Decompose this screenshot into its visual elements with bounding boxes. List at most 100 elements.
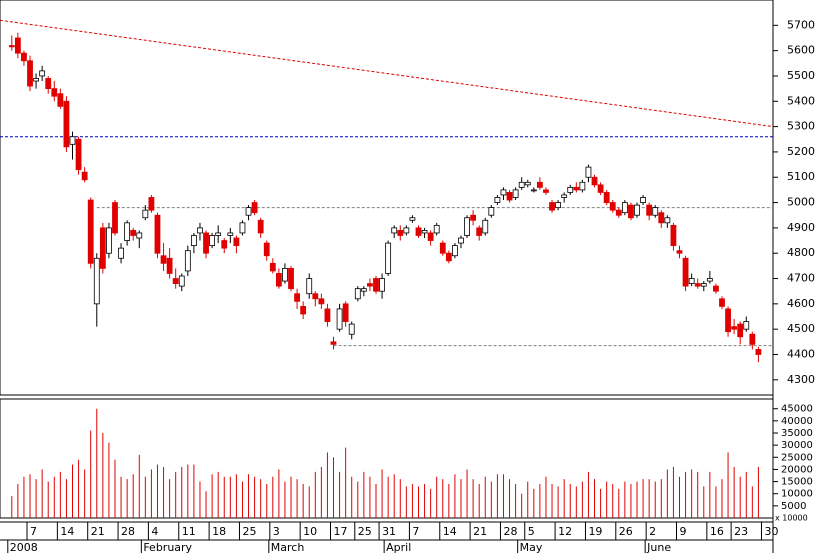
candle-body (579, 181, 586, 191)
candle-body (154, 214, 161, 254)
x-tick-label: 26 (619, 525, 633, 538)
candle-body (719, 298, 725, 307)
candle-body (518, 181, 525, 188)
candle-body (33, 78, 39, 82)
candle-body (524, 181, 531, 186)
candle-body (190, 235, 197, 247)
volume-unit-label: x 10000 (775, 514, 808, 523)
candle-body (348, 323, 355, 335)
candle-body (245, 207, 252, 216)
x-tick-label: 10 (303, 525, 317, 538)
candle-body (652, 207, 659, 216)
candle-body (391, 227, 398, 234)
candle-body (57, 93, 64, 107)
candle-body (500, 189, 507, 196)
volume-tick-label: 15000 (781, 477, 813, 488)
candle-body (403, 227, 410, 234)
candle-body (87, 199, 94, 264)
candle-body (257, 219, 264, 234)
volume-tick-label: 5000 (781, 501, 806, 512)
candle-body (112, 202, 118, 234)
candle-body (488, 207, 495, 216)
volume-tick-label: 45000 (781, 404, 813, 415)
candle-body (27, 60, 33, 87)
y-tick-label: 4500 (787, 322, 815, 335)
y-tick-label: 5100 (787, 170, 815, 183)
candle-body (367, 283, 373, 287)
candle-body (658, 212, 665, 224)
x-tick-label: 25 (242, 525, 256, 538)
candle-body (530, 189, 537, 192)
x-tick-label: 14 (443, 525, 457, 538)
candle-body (621, 202, 628, 214)
x-tick-label: 30 (764, 525, 778, 538)
volume-tick-label: 10000 (781, 489, 813, 500)
x-tick-label: 5 (528, 525, 535, 538)
candle-body (251, 202, 258, 214)
month-label: 2008 (10, 541, 38, 553)
y-tick-label: 4300 (787, 373, 815, 386)
candle-body (39, 70, 46, 77)
volume-tick-label: 35000 (781, 428, 813, 439)
candle-body (306, 278, 313, 295)
candle-body (439, 242, 446, 254)
candle-body (597, 184, 604, 193)
month-label: February (143, 541, 192, 553)
candle-body (8, 45, 15, 48)
candle-body (336, 308, 343, 330)
candle-body (506, 192, 513, 201)
x-tick-label: 19 (588, 525, 602, 538)
candle-body (512, 189, 519, 198)
candle-body (172, 278, 179, 284)
candle-body (81, 171, 88, 181)
candle-body (160, 255, 167, 264)
month-label: May (520, 541, 543, 553)
month-label: April (386, 541, 411, 553)
candle-body (536, 181, 543, 188)
candle-body (688, 278, 695, 284)
candle-body (634, 204, 640, 216)
y-tick-label: 5400 (787, 94, 815, 107)
candle-body (470, 214, 477, 221)
candle-body (373, 278, 379, 292)
trendline (0, 19, 774, 128)
candle-body (294, 293, 300, 302)
candle-body (203, 232, 209, 254)
candle-body (628, 204, 634, 219)
candle-body (148, 197, 155, 211)
price-panel (0, 0, 774, 396)
candle-body (318, 298, 325, 305)
candle-body (682, 257, 689, 287)
candle-body (69, 136, 76, 145)
candle-body (421, 230, 428, 234)
x-tick-label: 21 (473, 525, 487, 538)
candle-body (330, 341, 337, 345)
candle-body (221, 240, 228, 249)
volume-tick-label: 40000 (781, 416, 813, 427)
candle-body (646, 204, 653, 216)
x-tick-label: 4 (151, 525, 158, 538)
candle-body (354, 288, 361, 300)
candle-body (713, 285, 719, 292)
x-tick-label: 16 (710, 525, 724, 538)
candle-body (45, 78, 52, 90)
candle-body (749, 333, 756, 345)
candle-body (130, 230, 137, 236)
candle-body (603, 192, 610, 203)
candle-body (14, 37, 21, 54)
candle-body (464, 217, 470, 236)
candle-body (239, 222, 246, 234)
candle-body (178, 275, 185, 287)
candle-body (124, 222, 131, 241)
candle-body (676, 250, 683, 254)
x-tick-label: 23 (734, 525, 748, 538)
candle-body (106, 227, 112, 254)
candle-body (567, 186, 574, 193)
candle-body (197, 227, 203, 234)
y-tick-label: 5600 (787, 44, 815, 57)
candle-body (184, 250, 191, 272)
candle-body (415, 227, 422, 236)
candle-body (737, 323, 744, 338)
candle-body (615, 209, 622, 216)
candle-body (21, 52, 27, 62)
